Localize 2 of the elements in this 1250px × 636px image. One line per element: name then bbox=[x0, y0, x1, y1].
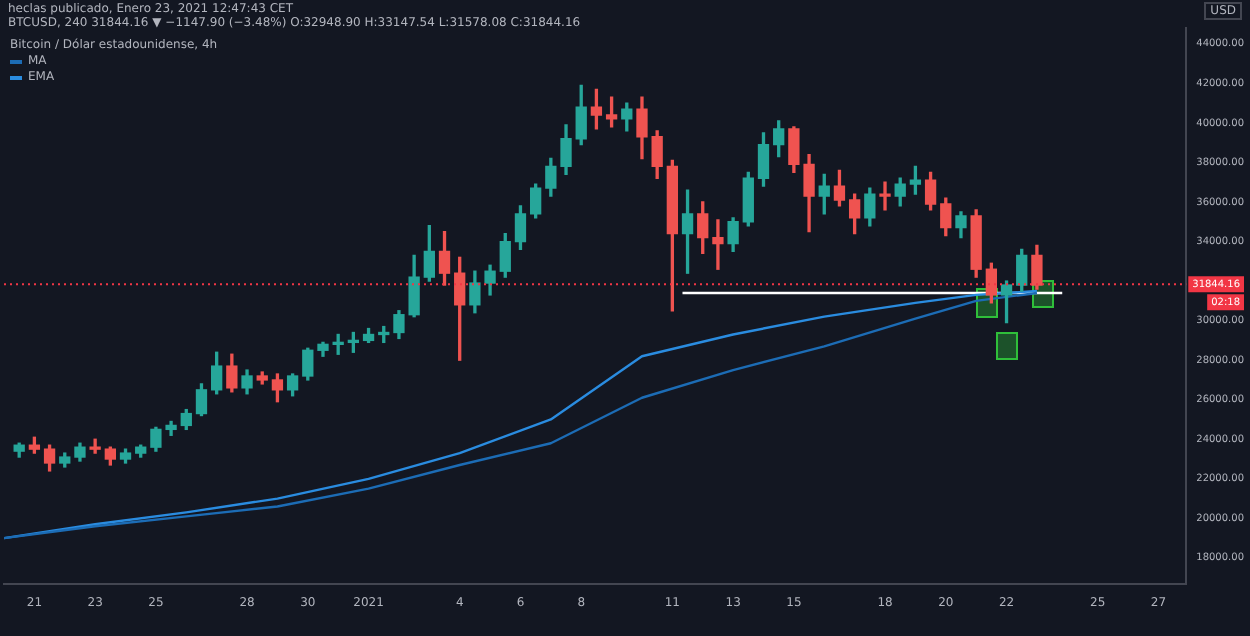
candlestick bbox=[712, 219, 724, 270]
candlestick bbox=[879, 181, 891, 211]
